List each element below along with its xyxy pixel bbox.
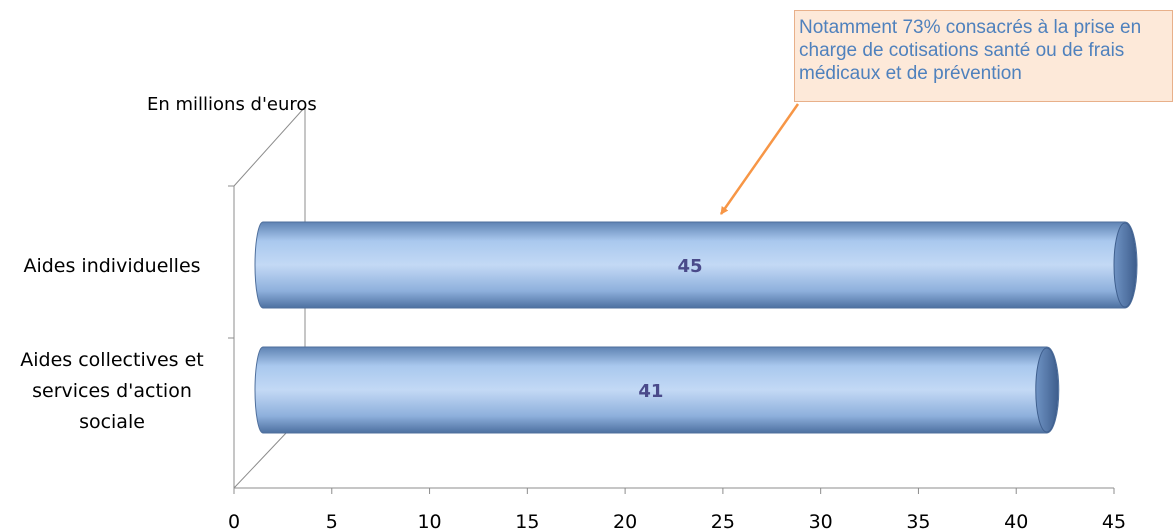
x-tick-label: 5 bbox=[326, 511, 338, 531]
back-wall-diagonal bbox=[233, 106, 306, 187]
category-label: Aides individuelles bbox=[23, 255, 200, 277]
bar-end-cap bbox=[1035, 347, 1059, 433]
x-tick-label: 15 bbox=[515, 511, 539, 531]
bars: 45 41 bbox=[254, 221, 1138, 434]
bar: 41 bbox=[254, 346, 1060, 434]
x-tick-label: 25 bbox=[711, 511, 735, 531]
x-tick-label: 35 bbox=[906, 511, 930, 531]
x-tick-label: 0 bbox=[228, 511, 240, 531]
unit-label: En millions d'euros bbox=[147, 94, 317, 115]
x-tick-label: 45 bbox=[1102, 511, 1126, 531]
category-label: Aides collectives et bbox=[20, 349, 203, 371]
annotation-arrow bbox=[719, 103, 800, 215]
data-label: 41 bbox=[638, 381, 663, 402]
x-tick-label: 40 bbox=[1004, 511, 1028, 531]
x-tick-label: 30 bbox=[809, 511, 833, 531]
x-ticks: 0 5 10 15 20 25 30 35 40 45 bbox=[228, 488, 1126, 531]
x-tick-label: 20 bbox=[613, 511, 637, 531]
bar-body bbox=[254, 221, 1138, 309]
bar-body bbox=[254, 346, 1060, 434]
data-label: 45 bbox=[677, 256, 702, 277]
x-tick-label: 10 bbox=[417, 511, 441, 531]
bar-end-cap bbox=[1113, 222, 1137, 308]
category-labels: Aides individuelles Aides collectives et s… bbox=[20, 255, 203, 433]
category-label: services d'action bbox=[32, 380, 192, 402]
category-label: sociale bbox=[79, 411, 145, 433]
bar: 45 bbox=[254, 221, 1138, 309]
annotation-box: Notamment 73% consacrés à la prise en ch… bbox=[794, 10, 1173, 102]
